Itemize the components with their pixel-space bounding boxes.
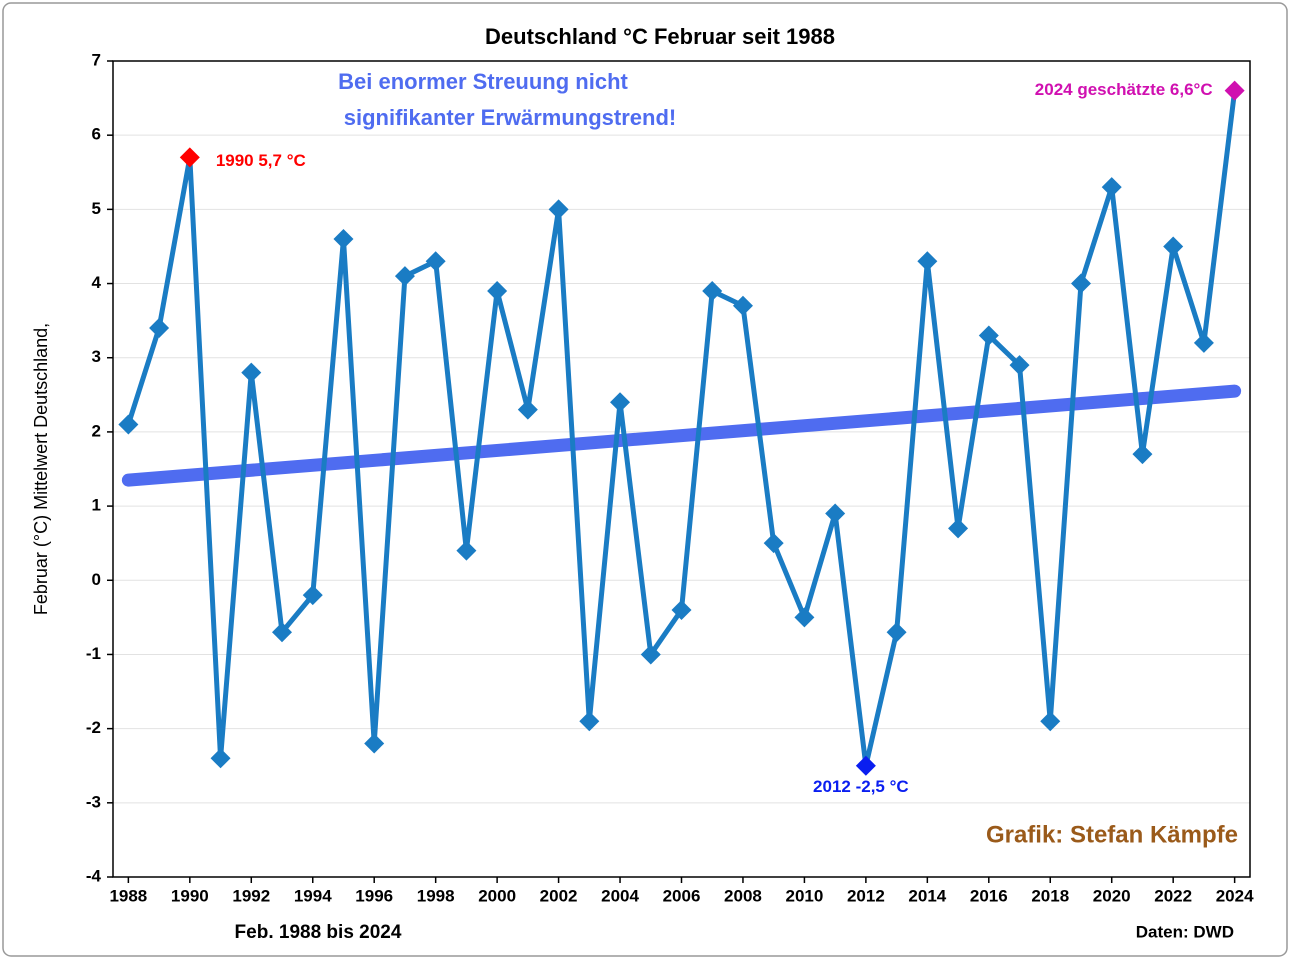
marker <box>1132 444 1153 465</box>
y-tick-label: 0 <box>92 570 101 589</box>
marker <box>1070 273 1091 294</box>
x-tick-label: 2022 <box>1154 886 1192 905</box>
y-tick-label: 6 <box>92 125 101 144</box>
x-tick-label: 1988 <box>109 886 147 905</box>
marker <box>425 251 446 272</box>
marker <box>517 399 538 420</box>
marker <box>1101 177 1122 198</box>
x-tick-label: 2004 <box>601 886 639 905</box>
y-tick-label: 4 <box>92 273 102 292</box>
marker <box>978 325 999 346</box>
marker <box>179 147 200 168</box>
x-tick-label: 2000 <box>478 886 516 905</box>
x-tick-label: 1994 <box>294 886 332 905</box>
x-tick-label: 2012 <box>847 886 885 905</box>
chart-title: Deutschland °C Februar seit 1988 <box>485 24 835 49</box>
y-tick-label: -4 <box>86 866 102 885</box>
marker <box>1009 355 1030 376</box>
marker <box>579 711 600 732</box>
marker <box>610 392 631 413</box>
marker <box>210 748 231 769</box>
x-tick-label: 2016 <box>970 886 1008 905</box>
y-tick-label: 1 <box>92 496 101 515</box>
x-tick-label: 2008 <box>724 886 762 905</box>
x-tick-label: 1992 <box>232 886 270 905</box>
source: Daten: DWD <box>1136 922 1234 941</box>
x-tick-label: 2020 <box>1093 886 1131 905</box>
marker <box>948 518 969 539</box>
x-tick-label: 2002 <box>540 886 578 905</box>
x-tick-label: 1998 <box>417 886 455 905</box>
marker <box>241 362 262 383</box>
marker <box>487 280 508 301</box>
marker <box>1193 332 1214 353</box>
annotation: 2024 geschätzte 6,6°C <box>1035 80 1213 99</box>
trend-line <box>121 384 1242 487</box>
note: signifikanter Erwärmungstrend! <box>344 105 677 130</box>
marker <box>118 414 139 435</box>
marker <box>1224 80 1245 101</box>
marker <box>763 533 784 554</box>
marker <box>333 229 354 250</box>
y-axis-label: Februar (°C) Mittelwert Deutschland, <box>31 323 51 615</box>
y-tick-label: 7 <box>92 50 101 69</box>
note: Bei enormer Streuung nicht <box>338 69 628 94</box>
marker <box>548 199 569 220</box>
marker <box>855 755 876 776</box>
x-tick-label: 1990 <box>171 886 209 905</box>
marker <box>825 503 846 524</box>
marker <box>394 266 415 287</box>
annotation: 1990 5,7 °C <box>216 151 306 170</box>
marker <box>364 733 385 754</box>
marker <box>886 622 907 643</box>
y-tick-label: 2 <box>92 421 101 440</box>
x-tick-label: 2010 <box>786 886 824 905</box>
marker <box>456 540 477 561</box>
marker <box>149 318 170 339</box>
marker <box>272 622 293 643</box>
annotation: 2012 -2,5 °C <box>813 777 909 796</box>
marker <box>1163 236 1184 257</box>
marker <box>671 599 692 620</box>
marker <box>302 585 323 606</box>
marker <box>794 607 815 628</box>
y-tick-label: 5 <box>92 199 101 218</box>
marker <box>640 644 661 665</box>
x-tick-label: 2006 <box>663 886 701 905</box>
marker <box>732 295 753 316</box>
y-tick-label: -1 <box>86 644 101 663</box>
marker <box>702 280 723 301</box>
y-tick-label: -2 <box>86 718 101 737</box>
marker <box>1040 711 1061 732</box>
marker <box>917 251 938 272</box>
y-tick-label: -3 <box>86 792 101 811</box>
x-tick-label: 1996 <box>355 886 393 905</box>
y-tick-label: 3 <box>92 347 101 366</box>
x-tick-label: 2024 <box>1216 886 1254 905</box>
x-tick-label: 2014 <box>908 886 946 905</box>
x-tick-label: 2018 <box>1031 886 1069 905</box>
credit: Grafik: Stefan Kämpfe <box>986 821 1238 848</box>
x-axis-label: Feb. 1988 bis 2024 <box>235 922 402 943</box>
